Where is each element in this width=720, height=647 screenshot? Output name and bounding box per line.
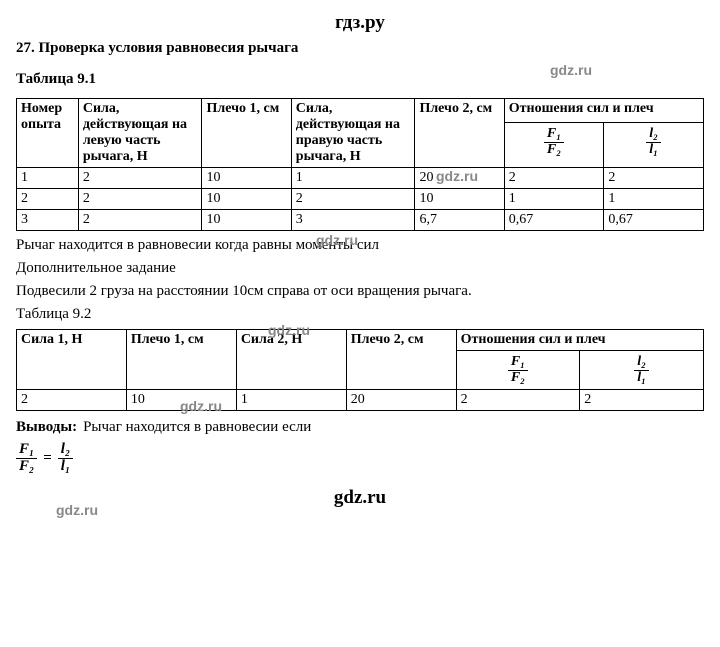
th2-f1: Сила 1, Н [17, 330, 127, 390]
table-2: Сила 1, Н Плечо 1, см Сила 2, Н Плечо 2,… [16, 329, 704, 411]
th-fleft: Сила, действующая на левую часть рычага,… [78, 99, 202, 168]
th-ratio-l: l₂l₁ [604, 123, 704, 168]
th-ratio-f: F₁F₂ [504, 123, 604, 168]
table-1: Номер опыта Сила, действующая на левую ч… [16, 98, 704, 231]
th-arm2: Плечо 2, см [415, 99, 504, 168]
conclusion: Выводы: Рычаг находится в равновесии есл… [16, 419, 704, 436]
th2-ratio-f: F₁F₂ [456, 351, 580, 390]
table-row: 2 10 1 20 2 2 [17, 390, 704, 411]
note-1: Рычаг находится в равновесии когда равны… [16, 237, 704, 254]
th2-arm1: Плечо 1, см [126, 330, 236, 390]
th-ratio: Отношения сил и плеч [504, 99, 703, 123]
th2-arm2: Плечо 2, см [346, 330, 456, 390]
th2-ratio: Отношения сил и плеч [456, 330, 703, 351]
final-equation: F₁F₂ = l₂l₁ [16, 442, 704, 475]
table-row: 2 2 10 2 10 1 1 [17, 189, 704, 210]
extra-text: Подвесили 2 груза на расстоянии 10см спр… [16, 283, 704, 300]
conclusion-label: Выводы: [16, 419, 77, 436]
table-row: 1 2 10 1 20 2 2 [17, 168, 704, 189]
table1-caption: Таблица 9.1 [16, 71, 704, 88]
header-watermark: гдз.ру [16, 12, 704, 34]
th-num: Номер опыта [17, 99, 79, 168]
table-row: 3 2 10 3 6,7 0,67 0,67 [17, 210, 704, 231]
footer-watermark: gdz.ru [16, 487, 704, 509]
extra-heading: Дополнительное задание [16, 260, 704, 277]
conclusion-text: Рычаг находится в равновесии если [83, 419, 311, 436]
th2-ratio-l: l₂l₁ [580, 351, 704, 390]
th-fright: Сила, действующая на правую часть рычага… [291, 99, 415, 168]
th-arm1: Плечо 1, см [202, 99, 291, 168]
th2-f2: Сила 2, Н [236, 330, 346, 390]
table2-caption: Таблица 9.2 [16, 306, 704, 323]
page-title: 27. Проверка условия равновесия рычага [16, 40, 704, 57]
